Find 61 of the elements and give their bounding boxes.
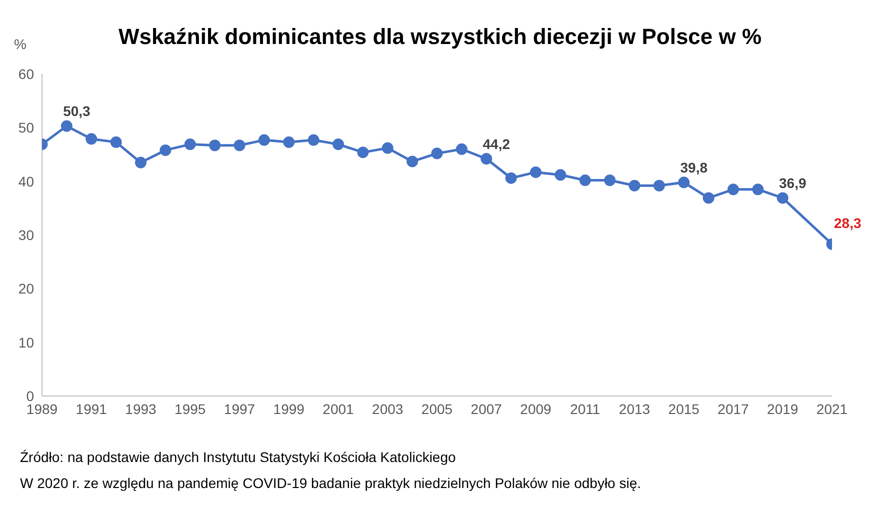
- point: [357, 146, 369, 158]
- x-tick-label: 1991: [76, 400, 108, 417]
- x-tick-label: 2015: [668, 400, 700, 417]
- x-tick-label: 2001: [322, 400, 354, 417]
- point: [752, 184, 764, 196]
- x-tick-label: 2005: [421, 400, 453, 417]
- data-label: 39,8: [680, 159, 708, 176]
- point: [628, 180, 640, 192]
- y-axis-title: %: [14, 36, 26, 52]
- x-tick-label: 2003: [372, 400, 404, 417]
- data-label: 50,3: [63, 103, 91, 120]
- x-tick-label: 1999: [273, 400, 305, 417]
- point: [653, 180, 665, 192]
- point: [209, 140, 221, 152]
- x-tick-label: 2013: [618, 400, 650, 417]
- point: [135, 156, 146, 168]
- point: [332, 138, 344, 150]
- x-tick-label: 2011: [570, 400, 600, 417]
- x-tick-label: 2007: [470, 400, 502, 417]
- point: [776, 192, 788, 204]
- point: [258, 134, 270, 146]
- x-tick-label: 2009: [520, 400, 552, 417]
- point: [728, 184, 739, 196]
- point: [86, 133, 98, 145]
- point: [702, 192, 714, 204]
- x-tick-label: 1993: [125, 400, 157, 417]
- point: [234, 140, 246, 152]
- y-tick-label: 60: [18, 66, 34, 82]
- point: [283, 136, 295, 148]
- point: [431, 148, 443, 160]
- y-tick-label: 30: [18, 226, 34, 243]
- data-label: 28,3: [834, 215, 862, 232]
- point: [678, 176, 690, 188]
- point: [308, 134, 320, 146]
- y-tick-label: 50: [18, 120, 34, 136]
- point: [554, 169, 566, 181]
- point: [110, 136, 122, 148]
- x-tick-label: 2017: [718, 400, 750, 417]
- y-tick-label: 10: [18, 334, 34, 350]
- point: [579, 174, 591, 186]
- data-label: 44,2: [482, 136, 510, 152]
- point: [604, 174, 616, 186]
- x-tick-label: 1995: [174, 400, 206, 417]
- point: [505, 172, 517, 184]
- y-tick-label: 20: [18, 280, 34, 297]
- point: [480, 153, 492, 165]
- point: [406, 156, 418, 168]
- x-tick-label: 2021: [816, 400, 848, 417]
- point: [382, 142, 394, 154]
- point: [160, 144, 172, 156]
- x-tick-label: 1997: [224, 400, 256, 417]
- text: Źródło: na podstawie danych Instytutu Statystyki Kościoła Katolickiego: [20, 448, 457, 467]
- text: W 2020 r. ze względu na pandemię COVID-19 badanie praktyk niedzielnych Polaków nie odbyło się.: [20, 474, 642, 493]
- y-tick-label: 40: [18, 173, 34, 190]
- point: [530, 166, 542, 178]
- point: [60, 120, 72, 132]
- point: [456, 143, 468, 155]
- data-label: 36,9: [779, 174, 806, 191]
- chart-title: Wskaźnik dominicantes dla wszystkich diecezji w Polsce w %: [118, 24, 762, 49]
- x-tick-label: 2019: [767, 400, 798, 417]
- point: [184, 138, 196, 150]
